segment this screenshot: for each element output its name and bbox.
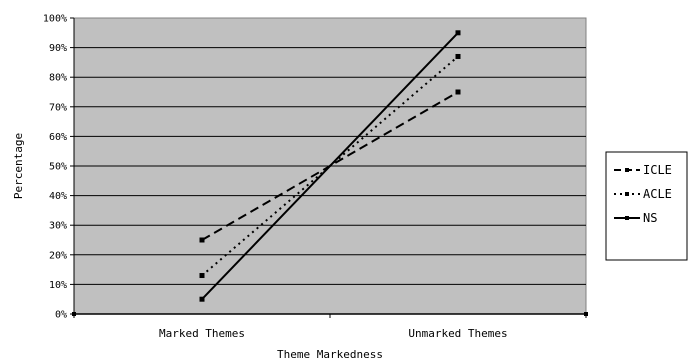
legend-marker-ns [625, 216, 629, 220]
y-tick-label: 60% [49, 132, 67, 143]
axis-end-marker [584, 312, 588, 316]
legend-marker-acle [625, 192, 629, 196]
y-tick-label: 20% [49, 250, 67, 261]
legend-marker-icle [625, 168, 629, 172]
legend-label-ns: NS [643, 211, 657, 225]
data-point-acle-0 [199, 273, 205, 279]
legend-label-icle: ICLE [643, 163, 672, 177]
y-tick-label: 80% [49, 73, 67, 84]
gridlines [74, 47, 586, 285]
y-tick-label: 50% [49, 162, 67, 173]
legend-entry-acle: ACLE [614, 187, 672, 201]
y-axis-ticks: 0% 10% 20% 30% 40% 50% 60% 70% 80% 90% 100% [43, 14, 74, 321]
series-lines [199, 30, 461, 302]
y-tick-label: 30% [49, 221, 67, 232]
y-tick-label: 70% [49, 102, 67, 113]
y-tick-label: 100% [43, 14, 67, 25]
data-point-ns-0 [199, 296, 205, 302]
legend: ICLE ACLE NS [605, 151, 688, 261]
data-point-ns-1 [455, 30, 461, 36]
y-tick-label: 90% [49, 43, 67, 54]
y-tick-label: 0% [55, 310, 67, 321]
x-axis [72, 18, 588, 318]
y-tick-label: 40% [49, 191, 67, 202]
legend-label-acle: ACLE [643, 187, 672, 201]
legend-entry-icle: ICLE [614, 163, 672, 177]
x-axis-title: Theme Markedness [277, 348, 383, 361]
data-point-acle-1 [455, 53, 461, 59]
series-line-ns [201, 32, 459, 300]
axis-end-marker [72, 312, 76, 316]
y-axis-title: Percentage [12, 133, 25, 199]
x-category-label-marked: Marked Themes [159, 327, 245, 340]
data-point-icle-0 [199, 237, 205, 243]
legend-entry-ns: NS [614, 211, 657, 225]
data-point-icle-1 [455, 89, 461, 95]
y-tick-label: 10% [49, 280, 67, 291]
x-category-label-unmarked: Unmarked Themes [408, 327, 507, 340]
